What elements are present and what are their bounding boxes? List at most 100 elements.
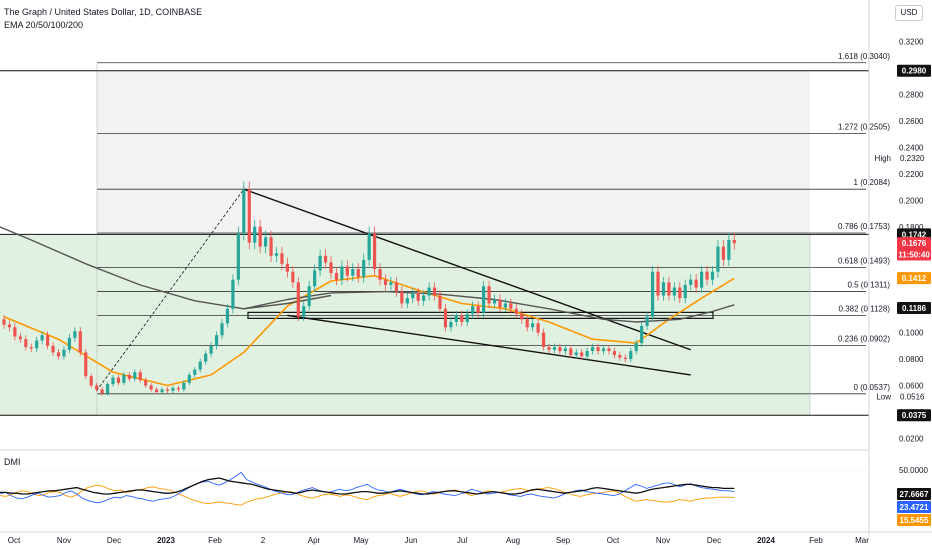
candle-body [438,295,442,309]
candle-body [547,347,551,350]
candle-body [443,308,448,328]
candle-body [563,348,567,352]
candle-body [661,282,666,296]
candle-body [351,269,355,276]
trendline [287,314,691,376]
candle-body [100,389,104,394]
candle-body [432,287,437,296]
time-label: Dec [707,536,721,545]
candle-body [492,299,497,304]
candle-body [678,287,682,299]
candle-body [7,324,12,328]
dmi-tag-label: 23.4721 [900,503,929,512]
time-label: 2024 [757,536,775,545]
candle-body [460,315,464,322]
candle-body [220,323,224,336]
currency-button[interactable]: USD [895,5,923,21]
candle-body [356,269,360,278]
time-label: Oct [607,536,620,545]
chart-title: The Graph / United States Dollar, 1D, CO… [4,7,203,17]
price-tick: 0.2800 [899,91,924,100]
candle-body [454,315,458,322]
candle-body [116,377,121,383]
candle-body [574,352,578,356]
candle-body [225,308,230,324]
green-range-zone [0,234,810,416]
candle-body [329,262,333,274]
time-label: Feb [208,536,222,545]
horizontal-lines: High 0.2320 Low 0.0516 [0,70,925,416]
candle-body [280,253,284,264]
candle-body [383,279,388,285]
candle-body [2,319,6,325]
candle-body [51,345,55,353]
fib-label: 0.382 (0.1128) [839,305,891,314]
price-axis: 0.32000.30000.28000.26000.24000.22000.20… [868,0,928,535]
candle-body [29,347,33,349]
time-label: Mar [855,536,869,545]
time-label: Oct [8,536,21,545]
dmi-tag [897,501,931,513]
candle-body [258,226,262,247]
candle-body [378,269,382,280]
indicator-legend[interactable]: EMA 20/50/100/200 [4,20,84,30]
candle-body [585,351,589,357]
fib-label: 1.618 (0.3040) [838,52,890,61]
candle-body [416,292,420,301]
candle-body [552,347,557,350]
candle-body [525,319,529,328]
dmi-tag-label: 27.6667 [900,490,929,499]
candle-body [247,189,251,243]
dashed-trendline [96,188,245,391]
price-tag-label: 0.1186 [902,304,927,313]
time-label: Dec [107,536,121,545]
candle-body [716,246,720,272]
candle-body [367,233,371,260]
candle-body [78,331,82,353]
candle-body [394,282,398,292]
candle-body [62,349,66,357]
candle-body [362,259,366,278]
fib-label: 0 (0.0537) [854,383,891,392]
price-tag-label: 0.1412 [902,274,927,283]
candle-body [672,287,676,296]
dmi-indicator-label[interactable]: DMI [4,457,21,467]
dmi-tick: 50.0000 [899,466,928,475]
candle-body [40,335,44,341]
price-tick: 0.1800 [899,223,924,232]
time-label: Apr [308,536,321,545]
candle-body [705,271,709,280]
candle-body [144,380,148,386]
candle-body [313,270,317,287]
candle-body [18,336,22,340]
candle-body [122,374,126,383]
candle-body [253,226,257,243]
candles [2,181,736,396]
candle-body [667,282,671,296]
time-label: Feb [809,536,823,545]
price-tag-label: 0.1676 [902,239,927,248]
candle-body [422,295,426,301]
candle-body [400,291,404,304]
candle-body [345,266,349,276]
candle-body [182,382,186,390]
candle-body [138,372,142,381]
candle-body [618,355,622,358]
time-label: 2 [261,536,266,545]
candle-body [204,353,208,362]
candle-body [291,271,295,283]
candle-body [476,306,480,313]
candle-body [580,352,584,357]
candle-body [482,286,486,313]
candle-body [296,282,300,317]
candle-body [601,348,606,352]
price-tag [897,64,931,77]
range-zone [0,70,810,416]
price-tag-label: 0.1742 [902,230,927,239]
candle-body [596,347,600,352]
candle-body [111,377,115,385]
price-tick: 0.2400 [899,143,924,152]
dmi-adx-line [0,477,735,495]
candle-body [700,271,704,288]
